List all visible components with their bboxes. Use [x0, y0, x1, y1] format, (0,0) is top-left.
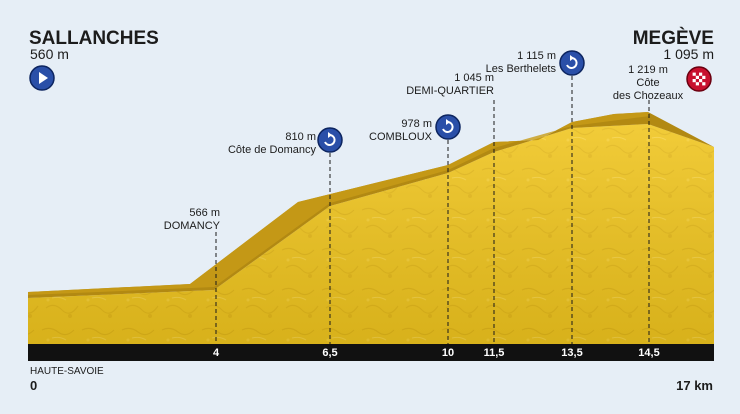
waypoint-name-line1: Côte — [636, 77, 660, 89]
waypoint-label-combloux: 978 m COMBLOUX — [369, 118, 432, 144]
waypoint-altitude: 978 m — [401, 118, 432, 130]
waypoint-name: Côte de Domancy — [227, 144, 316, 156]
waypoint-name: DEMI-QUARTIER — [406, 85, 494, 97]
waypoint-name: DOMANCY — [163, 220, 220, 232]
waypoint-label-berthelets: 1 115 m Les Berthelets — [486, 50, 556, 76]
timing-icon — [317, 127, 343, 153]
finish-flag-icon — [686, 66, 712, 92]
km-tick-label: 6,5 — [322, 347, 338, 359]
waypoint-name: Les Berthelets — [485, 63, 556, 75]
timing-icon — [559, 50, 585, 76]
start-altitude: 560 m — [30, 46, 69, 62]
waypoint-altitude: 1 115 m — [517, 50, 556, 62]
km-tick-label: 4 — [212, 347, 220, 359]
waypoint-altitude: 1 219 m — [628, 64, 668, 76]
start-km-label: 0 — [30, 378, 38, 393]
waypoint-altitude: 566 m — [189, 207, 220, 219]
timing-icon — [435, 114, 461, 140]
start-play-icon — [29, 65, 55, 91]
terrain-shade — [28, 124, 714, 344]
start-name: SALLANCHES — [29, 28, 159, 49]
waypoint-altitude: 810 m — [285, 131, 316, 143]
region-label: HAUTE-SAVOIE — [30, 366, 104, 377]
km-tick-label: 11,5 — [483, 347, 505, 359]
waypoint-label-cote-domancy: 810 m Côte de Domancy — [228, 131, 316, 157]
total-distance-label: 17 km — [676, 378, 713, 393]
finish-altitude: 1 095 m — [663, 46, 714, 62]
waypoint-name-line2: des Chozeaux — [612, 90, 684, 102]
finish-name: MEGÈVE — [632, 28, 714, 49]
km-tick-label: 10 — [441, 347, 455, 359]
km-tick-label: 14,5 — [638, 347, 660, 359]
km-tick-label: 13,5 — [561, 347, 583, 359]
km-axis-bar — [28, 344, 714, 361]
waypoint-label-chozeaux: 1 219 m Côte des Chozeaux — [603, 64, 693, 103]
waypoint-altitude: 1 045 m — [454, 72, 494, 84]
waypoint-label-demi-quartier: 1 045 m DEMI-QUARTIER — [406, 72, 494, 98]
waypoint-name: COMBLOUX — [369, 131, 432, 143]
waypoint-label-domancy: 566 m DOMANCY — [164, 207, 220, 233]
